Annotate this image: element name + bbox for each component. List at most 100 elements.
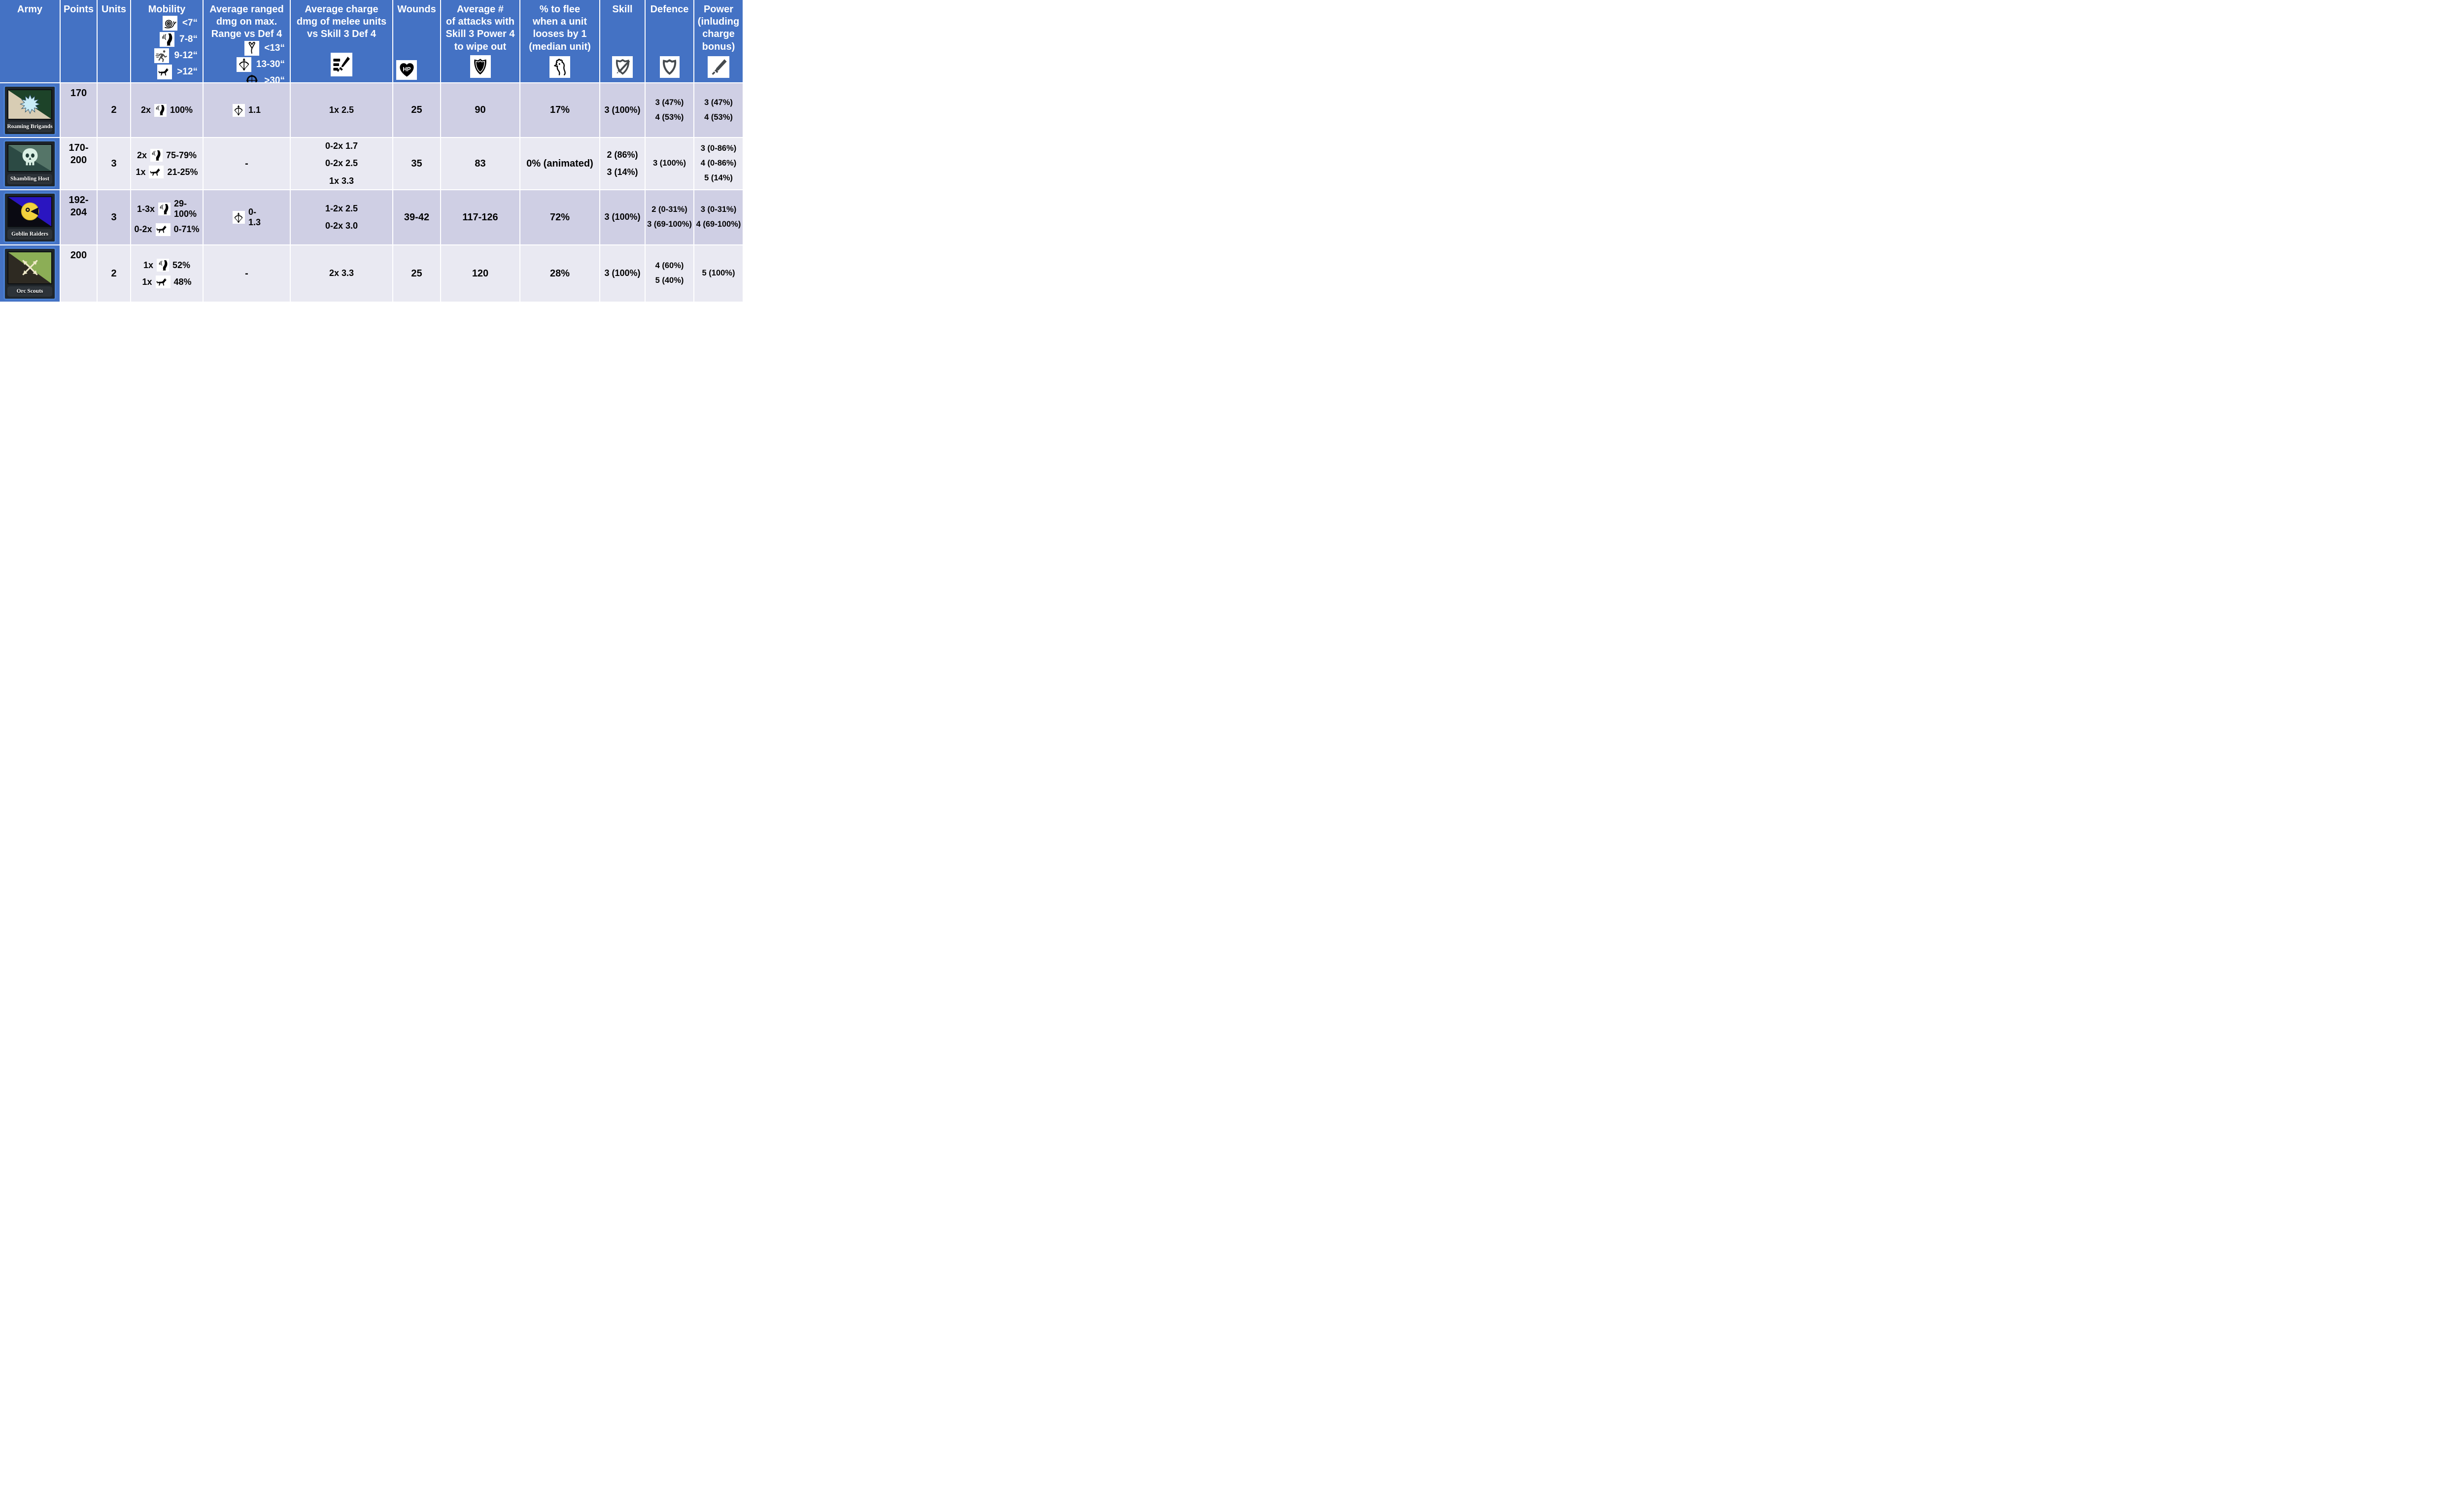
mobility-value: 0-71%: [173, 224, 200, 235]
mobility-legend-label: >12“: [177, 67, 198, 77]
row3-units-cell: 3: [98, 190, 131, 245]
ranged-legend-label: 13-30“: [256, 59, 285, 69]
row1-skill-cell: 3 (100%): [600, 83, 646, 138]
row1-ranged-cell: 1.1: [204, 83, 291, 138]
header-units-label: Units: [102, 4, 126, 15]
army-comparison-table: Army Points Units Mobility <7“ 7-8“ 9-12…: [0, 0, 743, 302]
header-points-label: Points: [63, 4, 94, 15]
header-points: Points: [61, 0, 98, 83]
row2-units-cell: 3: [98, 138, 131, 190]
mobility-count: 2x: [140, 105, 151, 115]
defence-values: 2 (0-31%) 3 (69-100%): [647, 205, 692, 229]
army-card: Goblin Raiders: [3, 192, 56, 243]
header-ranged: Average ranged dmg on max. Range vs Def …: [204, 0, 291, 83]
ranged-value: -: [245, 268, 248, 279]
mobility-value: 75-79%: [166, 150, 197, 160]
header-attacks: Average # of attacks with Skill 3 Power …: [441, 0, 520, 83]
army-name: Orc Scouts: [7, 286, 52, 297]
bow-icon: [232, 211, 245, 224]
mobility-entry: 1x 21-25%: [136, 166, 198, 178]
row2-charge-cell: 0-2x 1.7 0-2x 2.5 1x 3.3: [291, 138, 393, 190]
power-values: 3 (0-31%) 4 (69-100%): [696, 205, 741, 229]
snail-icon: [162, 16, 177, 31]
mobility-count: 1x: [143, 260, 153, 270]
runner-icon: [154, 48, 170, 64]
ranged-legend-row: 13-30“: [208, 57, 285, 72]
mobility-value: 52%: [172, 260, 191, 270]
horse-icon: [155, 275, 171, 288]
leg-icon: [154, 103, 167, 117]
ranged-entry: 1.1: [232, 103, 261, 117]
mobility-value: 48%: [173, 276, 192, 287]
row2-points-cell: 170- 200: [61, 138, 98, 190]
orc-scouts-flag: [7, 251, 52, 284]
leg-icon: [160, 32, 175, 47]
header-flee: % to flee when a unit looses by 1 (media…: [520, 0, 600, 83]
army-card: Roaming Brigands: [3, 85, 56, 136]
row2-mobility-cell: 2x 75-79% 1x 21-25%: [131, 138, 204, 190]
header-defence-label: Defence: [650, 4, 689, 15]
row1-power-cell: 3 (47%) 4 (53%): [694, 83, 743, 138]
header-attacks-label: Average # of attacks with Skill 3 Power …: [445, 4, 515, 52]
army-name: Goblin Raiders: [7, 229, 52, 240]
ranged-value: 1.1: [248, 105, 261, 115]
row2-skill-cell: 2 (86%) 3 (14%): [600, 138, 646, 190]
header-ranged-label: Average ranged dmg on max. Range vs Def …: [209, 4, 284, 40]
charge-values: 1x 2.5: [329, 104, 354, 115]
mobility-entry: 1x 48%: [142, 275, 192, 288]
row4-skill-cell: 3 (100%): [600, 245, 646, 302]
crossed-arrows-emblem-icon: [19, 257, 41, 278]
bow-icon: [236, 57, 251, 72]
row1-army-cell: Roaming Brigands: [0, 83, 61, 138]
row3-attacks-cell: 117-126: [441, 190, 520, 245]
ranged-entry: 0- 1.3: [232, 207, 261, 227]
row3-flee-cell: 72%: [520, 190, 600, 245]
row2-wounds-cell: 35: [393, 138, 441, 190]
row1-units-cell: 2: [98, 83, 131, 138]
mobility-legend-row: <7“: [136, 16, 198, 31]
header-defence: Defence: [646, 0, 694, 83]
army-comparison-slide: Army Points Units Mobility <7“ 7-8“ 9-12…: [0, 0, 743, 302]
header-skill-label: Skill: [612, 4, 633, 15]
row2-attacks-cell: 83: [441, 138, 520, 190]
mobility-legend-row: 7-8“: [136, 32, 198, 47]
row1-charge-cell: 1x 2.5: [291, 83, 393, 138]
skill-values: 3 (100%): [604, 212, 641, 222]
header-wounds: Wounds: [393, 0, 441, 83]
mobility-count: 0-2x: [134, 224, 152, 235]
leg-icon: [157, 259, 169, 272]
power-values: 5 (100%): [702, 269, 735, 278]
mobility-legend-row: 9-12“: [136, 48, 198, 64]
row1-defence-cell: 3 (47%) 4 (53%): [646, 83, 694, 138]
header-flee-label: % to flee when a unit looses by 1 (media…: [529, 4, 591, 52]
header-mobility-label: Mobility: [148, 4, 186, 15]
leg-icon: [158, 203, 171, 215]
row4-attacks-cell: 120: [441, 245, 520, 302]
defence-values: 3 (100%): [653, 159, 686, 168]
row4-charge-cell: 2x 3.3: [291, 245, 393, 302]
mobility-entry: 1-3x 29- 100%: [137, 199, 197, 219]
mobility-legend-label: <7“: [182, 18, 198, 29]
mobility-legend-label: 9-12“: [174, 50, 198, 61]
row1-wounds-cell: 25: [393, 83, 441, 138]
row3-army-cell: Goblin Raiders: [0, 190, 61, 245]
header-charge: Average charge dmg of melee units vs Ski…: [291, 0, 393, 83]
row4-units-cell: 2: [98, 245, 131, 302]
row1-flee-cell: 17%: [520, 83, 600, 138]
army-name: Roaming Brigands: [7, 121, 53, 132]
row4-flee-cell: 28%: [520, 245, 600, 302]
header-units: Units: [98, 0, 131, 83]
header-skill: Skill: [600, 0, 646, 83]
row4-points-cell: 200: [61, 245, 98, 302]
mobility-value: 100%: [170, 105, 193, 115]
horse-icon: [149, 166, 164, 178]
mobility-entry: 2x 100%: [140, 103, 193, 117]
row2-flee-cell: 0% (animated): [520, 138, 600, 190]
mobility-count: 1x: [136, 167, 146, 177]
row3-points-cell: 192- 204: [61, 190, 98, 245]
mobility-legend-label: 7-8“: [179, 34, 198, 45]
melee-charge-icon: [331, 53, 352, 76]
row4-defence-cell: 4 (60%) 5 (40%): [646, 245, 694, 302]
goblin-raiders-flag: [7, 196, 52, 227]
row2-army-cell: Shambling Host: [0, 138, 61, 190]
